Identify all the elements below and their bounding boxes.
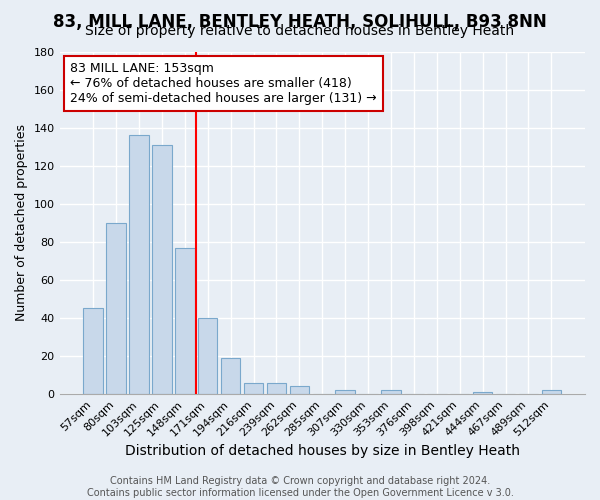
Text: 83, MILL LANE, BENTLEY HEATH, SOLIHULL, B93 8NN: 83, MILL LANE, BENTLEY HEATH, SOLIHULL, … xyxy=(53,12,547,30)
Bar xyxy=(542,390,561,394)
Bar xyxy=(267,382,286,394)
Text: Contains HM Land Registry data © Crown copyright and database right 2024.
Contai: Contains HM Land Registry data © Crown c… xyxy=(86,476,514,498)
Bar xyxy=(335,390,355,394)
Bar xyxy=(152,145,172,394)
X-axis label: Distribution of detached houses by size in Bentley Heath: Distribution of detached houses by size … xyxy=(125,444,520,458)
Y-axis label: Number of detached properties: Number of detached properties xyxy=(15,124,28,322)
Bar xyxy=(244,382,263,394)
Bar xyxy=(221,358,241,394)
Bar xyxy=(175,248,194,394)
Bar xyxy=(290,386,309,394)
Bar xyxy=(83,308,103,394)
Text: 83 MILL LANE: 153sqm
← 76% of detached houses are smaller (418)
24% of semi-deta: 83 MILL LANE: 153sqm ← 76% of detached h… xyxy=(70,62,377,105)
Bar xyxy=(473,392,493,394)
Bar xyxy=(381,390,401,394)
Text: Size of property relative to detached houses in Bentley Heath: Size of property relative to detached ho… xyxy=(85,24,515,38)
Bar xyxy=(198,318,217,394)
Bar xyxy=(106,223,126,394)
Bar xyxy=(129,135,149,394)
